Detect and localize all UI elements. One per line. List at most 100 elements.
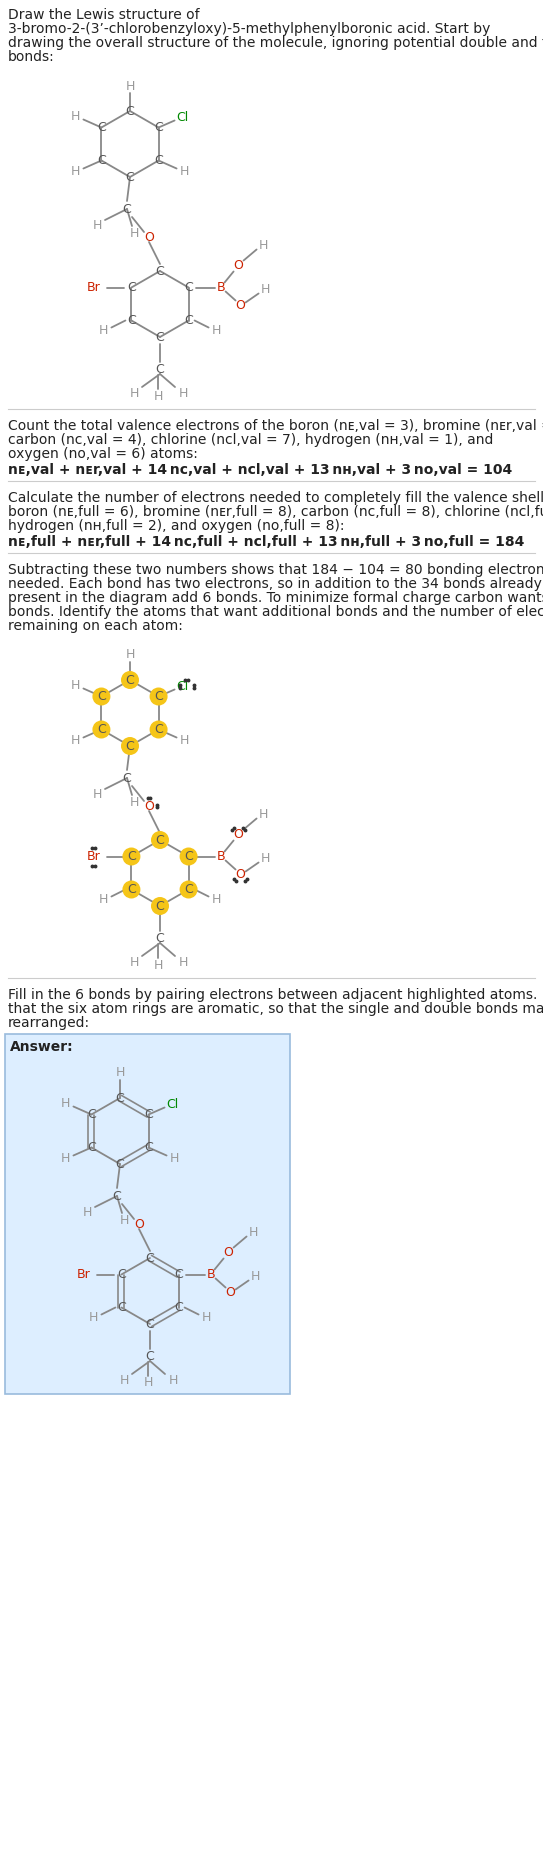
Text: C: C — [97, 723, 106, 736]
Text: C: C — [125, 171, 134, 184]
Text: H: H — [71, 109, 80, 122]
Text: remaining on each atom:: remaining on each atom: — [8, 619, 183, 632]
Text: hydrogen (nʜ,full = 2), and oxygen (nᴏ,full = 8):: hydrogen (nʜ,full = 2), and oxygen (nᴏ,f… — [8, 519, 344, 532]
Text: H: H — [129, 226, 138, 239]
Text: C: C — [116, 1157, 124, 1170]
Text: H: H — [125, 649, 135, 662]
Text: O: O — [134, 1218, 144, 1231]
Text: C: C — [117, 1302, 126, 1314]
Text: C: C — [125, 673, 134, 686]
Text: C: C — [112, 1190, 122, 1203]
Text: Cl: Cl — [176, 680, 189, 693]
Text: C: C — [154, 154, 163, 167]
Text: Count the total valence electrons of the boron (nᴇ,val = 3), bromine (nᴇr,val = : Count the total valence electrons of the… — [8, 419, 543, 434]
Text: C: C — [146, 1251, 154, 1264]
Text: C: C — [156, 931, 165, 944]
Text: oxygen (nᴏ,val = 6) atoms:: oxygen (nᴏ,val = 6) atoms: — [8, 447, 198, 462]
Text: C: C — [97, 121, 106, 133]
Circle shape — [121, 671, 139, 690]
Text: B: B — [216, 849, 225, 862]
Text: H: H — [170, 1151, 179, 1164]
Text: C: C — [184, 282, 193, 295]
Text: Subtracting these two numbers shows that 184 − 104 = 80 bonding electrons are: Subtracting these two numbers shows that… — [8, 564, 543, 577]
Text: C: C — [123, 202, 131, 215]
Text: C: C — [174, 1268, 183, 1281]
Text: H: H — [125, 80, 135, 93]
Text: H: H — [261, 853, 270, 866]
Text: C: C — [156, 265, 165, 278]
Text: C: C — [146, 1350, 154, 1363]
Text: rearranged:: rearranged: — [8, 1016, 90, 1031]
Text: needed. Each bond has two electrons, so in addition to the 34 bonds already: needed. Each bond has two electrons, so … — [8, 577, 542, 591]
Text: 3-bromo-2-(3’-chlorobenzyloxy)-5-methylphenylboronic acid. Start by: 3-bromo-2-(3’-chlorobenzyloxy)-5-methylp… — [8, 22, 490, 35]
Text: Calculate the number of electrons needed to completely fill the valence shells f: Calculate the number of electrons needed… — [8, 491, 543, 504]
Text: C: C — [156, 834, 165, 847]
Text: H: H — [129, 955, 138, 968]
Text: that the six atom rings are aromatic, so that the single and double bonds may be: that the six atom rings are aromatic, so… — [8, 1001, 543, 1016]
Text: H: H — [61, 1151, 70, 1164]
Text: C: C — [127, 282, 136, 295]
Text: H: H — [259, 239, 268, 252]
Text: O: O — [226, 1287, 236, 1300]
Text: C: C — [117, 1268, 126, 1281]
Text: Fill in the 6 bonds by pairing electrons between adjacent highlighted atoms. Not: Fill in the 6 bonds by pairing electrons… — [8, 988, 543, 1001]
Text: C: C — [156, 330, 165, 343]
Text: O: O — [144, 799, 154, 812]
Circle shape — [180, 881, 198, 899]
Text: boron (nᴇ,full = 6), bromine (nᴇr,full = 8), carbon (nᴄ,full = 8), chlorine (nᴄl: boron (nᴇ,full = 6), bromine (nᴇr,full =… — [8, 504, 543, 519]
Text: O: O — [236, 298, 245, 311]
Text: B: B — [206, 1268, 215, 1281]
Text: C: C — [174, 1302, 183, 1314]
Text: H: H — [178, 955, 188, 968]
Text: H: H — [129, 386, 138, 399]
Text: H: H — [92, 788, 102, 801]
Text: C: C — [127, 849, 136, 862]
Text: H: H — [249, 1225, 258, 1238]
FancyBboxPatch shape — [5, 1035, 290, 1394]
Text: O: O — [224, 1246, 233, 1259]
Text: C: C — [116, 1092, 124, 1105]
Text: H: H — [99, 894, 108, 907]
Text: C: C — [184, 849, 193, 862]
Text: C: C — [156, 899, 165, 912]
Text: C: C — [146, 1318, 154, 1331]
Text: O: O — [144, 230, 154, 243]
Text: H: H — [119, 1214, 129, 1227]
Circle shape — [180, 847, 198, 866]
Text: H: H — [61, 1098, 70, 1111]
Text: C: C — [184, 313, 193, 326]
Text: C: C — [144, 1109, 153, 1122]
Text: C: C — [156, 363, 165, 376]
Circle shape — [122, 881, 141, 899]
Text: nᴇ,val + nᴇr,val + 14 nᴄ,val + nᴄl,val + 13 nʜ,val + 3 nᴏ,val = 104: nᴇ,val + nᴇr,val + 14 nᴄ,val + nᴄl,val +… — [8, 464, 512, 476]
Text: H: H — [178, 386, 188, 399]
Text: H: H — [168, 1374, 178, 1387]
Text: C: C — [97, 690, 106, 703]
Text: H: H — [92, 219, 102, 232]
Text: H: H — [153, 389, 163, 402]
Text: C: C — [87, 1109, 96, 1122]
Text: H: H — [129, 795, 138, 808]
Text: H: H — [119, 1374, 129, 1387]
Text: Cl: Cl — [176, 111, 189, 124]
Text: Draw the Lewis structure of: Draw the Lewis structure of — [8, 7, 200, 22]
Text: H: H — [71, 734, 80, 747]
Text: Cl: Cl — [167, 1098, 179, 1111]
Circle shape — [121, 738, 139, 755]
Text: H: H — [261, 284, 270, 297]
Text: H: H — [251, 1270, 260, 1283]
Text: Br: Br — [77, 1268, 90, 1281]
Text: C: C — [97, 154, 106, 167]
Text: H: H — [71, 679, 80, 692]
Text: H: H — [180, 165, 190, 178]
Circle shape — [151, 897, 169, 916]
Text: O: O — [236, 868, 245, 881]
Text: present in the diagram add 6 bonds. To minimize formal charge carbon wants 4: present in the diagram add 6 bonds. To m… — [8, 591, 543, 604]
Text: O: O — [233, 260, 243, 273]
Text: nᴇ,full + nᴇr,full + 14 nᴄ,full + nᴄl,full + 13 nʜ,full + 3 nᴏ,full = 184: nᴇ,full + nᴇr,full + 14 nᴄ,full + nᴄl,fu… — [8, 536, 525, 549]
Text: Answer:: Answer: — [10, 1040, 74, 1055]
Text: C: C — [154, 723, 163, 736]
Text: H: H — [153, 959, 163, 971]
Text: C: C — [127, 313, 136, 326]
Text: H: H — [83, 1205, 92, 1218]
